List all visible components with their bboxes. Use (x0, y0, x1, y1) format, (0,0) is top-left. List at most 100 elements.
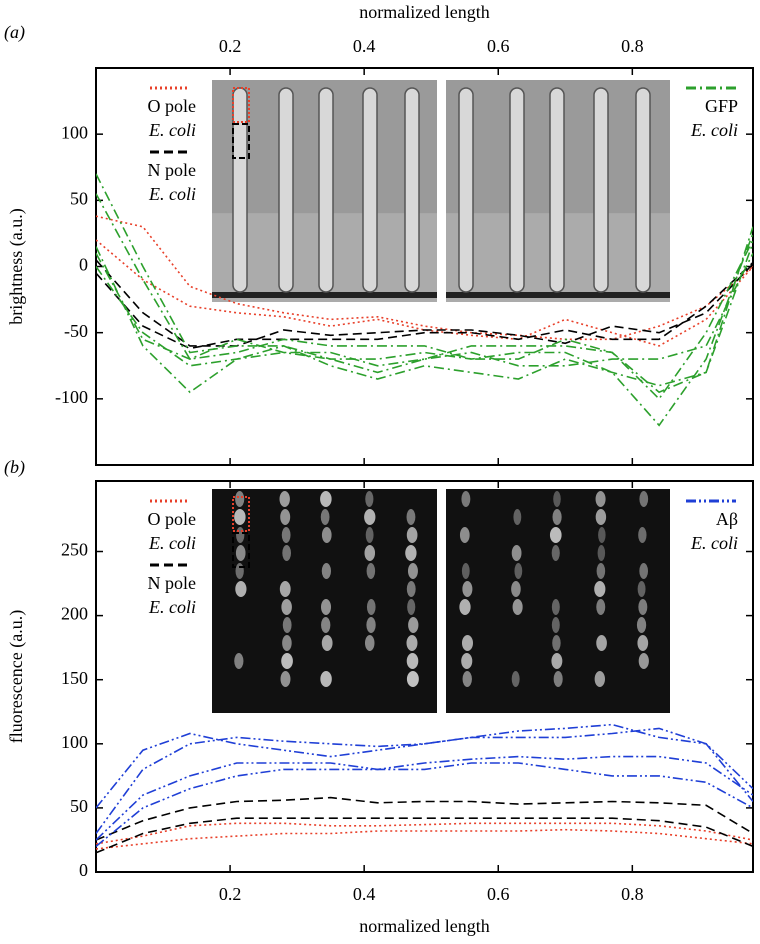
series-line (96, 817, 753, 854)
legend-label: N pole (148, 160, 197, 180)
cell (461, 563, 470, 579)
cell (282, 617, 292, 633)
legend-label: Aβ (716, 509, 738, 529)
cell (321, 617, 331, 633)
series-line (96, 259, 753, 347)
cell (236, 527, 245, 543)
x-tick-label: 0.4 (353, 884, 376, 904)
cell (596, 635, 607, 651)
x-tick-label: 0.8 (621, 884, 644, 904)
cell (364, 635, 375, 651)
cell (281, 599, 292, 615)
y-tick-label: 200 (61, 604, 88, 624)
y-tick-label: 150 (61, 668, 88, 688)
channel (549, 87, 565, 293)
cell (320, 671, 332, 687)
cell (638, 527, 647, 543)
cell (364, 509, 376, 525)
cell (595, 509, 607, 525)
cell (366, 617, 376, 633)
region-box (232, 496, 250, 532)
series-line (96, 193, 753, 394)
series-line (96, 796, 753, 841)
cell (320, 509, 330, 525)
cell (552, 635, 561, 651)
cell (364, 545, 376, 561)
cell (461, 635, 474, 651)
inset-image (212, 489, 437, 713)
cell (406, 581, 416, 597)
cell (406, 509, 416, 525)
legend-label: E. coli (148, 184, 196, 204)
cell (408, 617, 419, 633)
y-tick-label: 100 (61, 122, 88, 142)
region-box (232, 87, 250, 123)
cell (365, 527, 374, 543)
cell (551, 545, 560, 561)
y-tick-label: 250 (61, 540, 88, 560)
series-line (96, 822, 753, 845)
y-tick-label: 100 (61, 732, 88, 752)
cell (234, 509, 246, 525)
cell (637, 635, 649, 651)
cell (406, 527, 418, 543)
cell (636, 617, 647, 633)
cell (279, 491, 290, 507)
series-line (96, 239, 753, 347)
y-tick-label: -100 (55, 387, 88, 407)
cell (596, 599, 606, 615)
cell (638, 653, 649, 669)
cell (366, 599, 376, 615)
cell (596, 563, 606, 579)
inset-image (446, 489, 670, 713)
cell (512, 599, 523, 615)
cell (549, 527, 562, 543)
series-line (96, 723, 753, 809)
cell (406, 671, 419, 687)
cell (365, 491, 374, 507)
cell (552, 509, 562, 525)
cell (281, 653, 293, 669)
cell (461, 491, 471, 507)
inset-base (212, 292, 437, 298)
cell (280, 509, 291, 525)
cell (234, 653, 244, 669)
cell (513, 509, 522, 525)
y-tick-label: -50 (64, 321, 88, 341)
series-line (96, 828, 753, 850)
cell (407, 563, 418, 579)
channel (318, 87, 334, 293)
x-axis-label: normalized length (359, 2, 489, 22)
series-line (96, 252, 753, 374)
channel (458, 87, 474, 293)
x-tick-label: 0.6 (487, 36, 510, 56)
cell (321, 527, 332, 543)
legend-label: E. coli (690, 120, 738, 140)
x-tick-label: 0.6 (487, 884, 510, 904)
cell (459, 527, 470, 543)
series-line (96, 727, 753, 834)
cell (320, 491, 332, 507)
inset-base (446, 292, 670, 298)
cell (461, 653, 473, 669)
cell (459, 599, 471, 615)
series-line (96, 239, 753, 401)
y-axis-label: fluorescence (a.u.) (6, 610, 27, 743)
cell (406, 653, 419, 669)
cell (594, 581, 606, 597)
cell (551, 653, 563, 669)
cell (280, 671, 291, 687)
x-tick-label: 0.2 (219, 36, 242, 56)
legend-label: E. coli (148, 120, 196, 140)
cell (598, 527, 606, 543)
y-tick-label: 50 (70, 796, 88, 816)
channel (635, 87, 651, 293)
cell (462, 671, 472, 687)
series-line (96, 242, 753, 394)
legend-label: N pole (148, 573, 197, 593)
cell (553, 491, 561, 507)
cell (405, 545, 417, 561)
series-line (96, 755, 753, 841)
x-tick-label: 0.2 (219, 884, 242, 904)
cell (639, 563, 649, 579)
